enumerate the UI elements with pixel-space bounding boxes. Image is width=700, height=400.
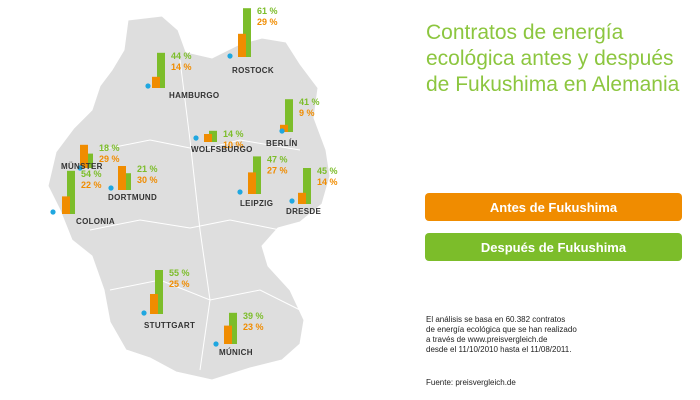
city-name-munich: MÚNICH — [219, 348, 253, 357]
label-before-colonia: 22 % — [81, 180, 102, 190]
city-name-stuttgart: STUTTGART — [144, 321, 195, 330]
city-group-leipzig: 47 %27 % LEIPZIG — [237, 154, 288, 208]
bar-before-dortmund — [118, 166, 126, 190]
city-group-colonia: 54 %22 % COLONIA — [50, 169, 115, 226]
label-after-dortmund: 21 % — [137, 164, 158, 174]
bar-after-dresde — [303, 168, 311, 204]
map-state-border-1 — [99, 139, 301, 151]
bar-before-rostock — [238, 33, 246, 57]
location-dot-leipzig — [237, 189, 243, 195]
location-dot-munster — [77, 165, 83, 171]
bar-after-hamburgo — [157, 52, 165, 88]
methodology-text: El análisis se basa en 60.382 contratos … — [426, 315, 577, 354]
label-after-colonia: 54 % — [81, 169, 102, 179]
bar-before-munich — [224, 325, 232, 344]
bar-after-rostock — [243, 8, 251, 57]
legend-before-label: Antes de Fukushima — [489, 199, 618, 215]
bar-after-colonia — [67, 170, 75, 214]
location-dot-colonia — [50, 209, 56, 215]
city-group-munich: 39 %23 % MÚNICH — [213, 311, 264, 357]
bar-after-munich — [229, 312, 237, 344]
city-group-berlin: 41 %9 % BERLÍN — [266, 97, 320, 148]
city-name-hamburgo: HAMBURGO — [169, 91, 219, 100]
label-after-stuttgart: 55 % — [169, 268, 190, 278]
label-after-hamburgo: 44 % — [171, 51, 192, 61]
legend-after-label: Después de Fukushima — [480, 239, 627, 255]
label-before-stuttgart: 25 % — [169, 279, 190, 289]
map-state-border-3 — [179, 59, 211, 371]
bar-before-hamburgo — [152, 76, 160, 88]
city-name-rostock: ROSTOCK — [232, 66, 274, 75]
label-before-dresde: 14 % — [317, 177, 338, 187]
city-name-colonia: COLONIA — [76, 217, 115, 226]
bar-after-leipzig — [253, 156, 261, 194]
label-before-hamburgo: 14 % — [171, 62, 192, 72]
source-note: Fuente: preisvergleich.de — [426, 378, 516, 387]
city-group-rostock: 61 %29 % ROSTOCK — [227, 6, 278, 75]
location-dot-dresde — [289, 198, 295, 204]
label-after-munich: 39 % — [243, 311, 264, 321]
bar-before-leipzig — [248, 172, 256, 194]
location-dot-stuttgart — [141, 310, 147, 316]
location-dot-rostock — [227, 53, 233, 59]
bar-before-wolfsburgo — [204, 134, 212, 142]
location-dot-hamburgo — [145, 83, 151, 89]
chart-title: Contratos de energía ecológica antes y d… — [426, 21, 680, 96]
city-name-wolfsburgo: WOLFSBURGO — [191, 145, 253, 154]
map-state-border-4 — [109, 279, 301, 311]
label-before-leipzig: 27 % — [267, 165, 288, 175]
location-dot-munich — [213, 341, 219, 347]
bar-before-dresde — [298, 192, 306, 204]
city-name-munster: MÜNSTER — [61, 162, 103, 171]
bar-before-colonia — [62, 196, 70, 214]
label-before-wolfsburgo: 10 % — [223, 140, 244, 150]
legend-after: Después de Fukushima — [425, 233, 682, 261]
city-name-berlin: BERLÍN — [266, 139, 298, 148]
label-before-rostock: 29 % — [257, 17, 278, 27]
label-before-berlin: 9 % — [299, 108, 315, 118]
location-dot-wolfsburgo — [193, 135, 199, 141]
bar-after-wolfsburgo — [209, 130, 217, 142]
bar-before-berlin — [280, 124, 288, 132]
city-name-dortmund: DORTMUND — [108, 193, 157, 202]
bar-before-munster — [80, 144, 88, 168]
location-dot-berlin — [279, 128, 285, 134]
label-before-dortmund: 30 % — [137, 175, 158, 185]
city-name-leipzig: LEIPZIG — [240, 199, 273, 208]
bar-after-munster — [85, 153, 93, 168]
bar-after-berlin — [285, 99, 293, 132]
label-after-wolfsburgo: 14 % — [223, 129, 244, 139]
city-group-stuttgart: 55 %25 % STUTTGART — [141, 268, 195, 330]
location-dot-dortmund — [108, 185, 114, 191]
label-after-dresde: 45 % — [317, 166, 338, 176]
city-group-munster: 18 %29 %MÜNSTER — [61, 143, 120, 171]
city-group-dortmund: 21 %30 % DORTMUND — [108, 164, 158, 202]
city-group-dresde: 45 %14 % DRESDE — [286, 166, 338, 216]
legend-before: Antes de Fukushima — [425, 193, 682, 221]
city-group-wolfsburgo: 14 %10 %WOLFSBURGO — [191, 129, 253, 154]
label-after-leipzig: 47 % — [267, 154, 288, 164]
label-after-rostock: 61 % — [257, 6, 278, 16]
bar-before-stuttgart — [150, 294, 158, 314]
label-before-munster: 29 % — [99, 154, 120, 164]
label-after-berlin: 41 % — [299, 97, 320, 107]
bar-after-dortmund — [123, 173, 131, 190]
city-group-hamburgo: 44 %14 % HAMBURGO — [145, 51, 219, 100]
methodology-note: El análisis se basa en 60.382 contratos … — [426, 315, 686, 355]
label-before-munich: 23 % — [243, 322, 264, 332]
label-after-munster: 18 % — [99, 143, 120, 153]
bar-after-stuttgart — [155, 270, 163, 314]
germany-map-outline — [47, 15, 331, 381]
city-name-dresde: DRESDE — [286, 207, 322, 216]
map-state-border-2 — [89, 219, 281, 231]
